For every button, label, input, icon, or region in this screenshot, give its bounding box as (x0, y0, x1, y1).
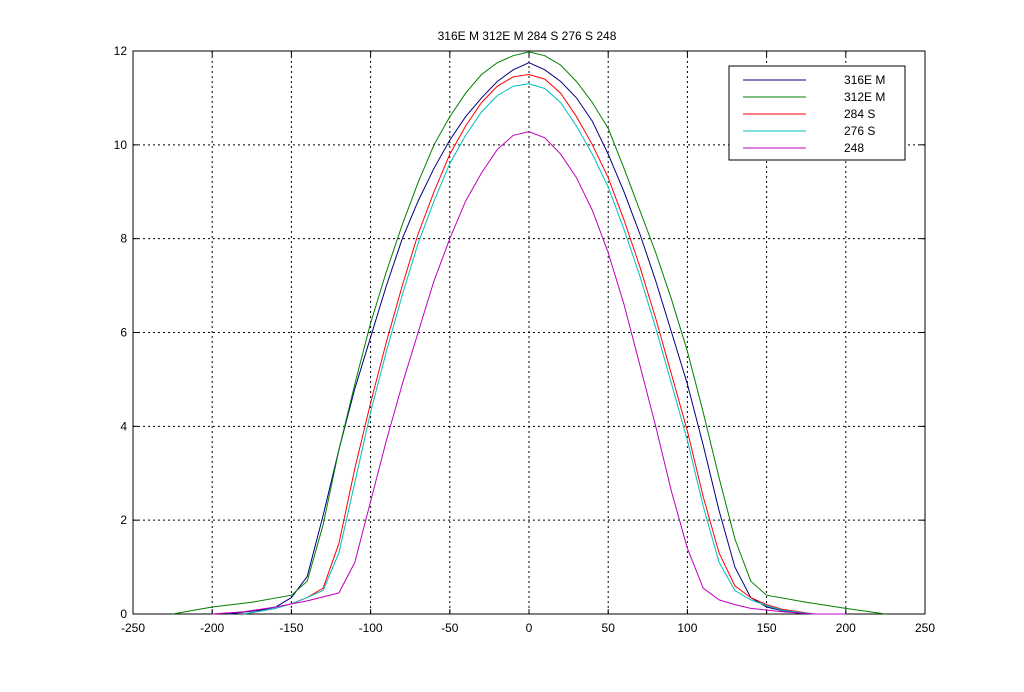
series-lines (172, 51, 886, 615)
x-tick-label: -250 (121, 621, 145, 635)
grid-lines (133, 51, 925, 614)
x-tick-label: -100 (359, 621, 383, 635)
series-line-276-s (243, 83, 815, 615)
legend-label: 276 S (844, 124, 875, 138)
y-tick-label: 6 (120, 326, 127, 340)
series-line-284-s (243, 73, 815, 615)
y-tick-label: 12 (114, 44, 128, 58)
legend-label: 284 S (844, 107, 875, 121)
series-line-248 (212, 131, 846, 615)
x-tick-label: -200 (200, 621, 224, 635)
legend-box (728, 65, 906, 161)
y-tick-label: 10 (114, 138, 128, 152)
x-tick-label: 0 (526, 621, 533, 635)
legend-label: 316E M (844, 73, 885, 87)
series-line-312e-m (172, 51, 886, 615)
x-tick-label: 150 (757, 621, 777, 635)
x-tick-label: 250 (915, 621, 935, 635)
legend-label: 312E M (844, 90, 885, 104)
legend: 316E M 312E M 284 S 276 S 248 (728, 65, 906, 161)
x-tick-label: 100 (677, 621, 697, 635)
x-tick-label: 50 (602, 621, 616, 635)
x-tick-label: -50 (441, 621, 459, 635)
axis-ticks: -250 -200 -150 -100 -50 0 50 100 150 200 250 0 2 4 6 8 1… (114, 44, 936, 635)
x-tick-label: 200 (836, 621, 856, 635)
y-tick-label: 4 (120, 419, 127, 433)
y-tick-label: 0 (120, 607, 127, 621)
x-tick-label: -150 (279, 621, 303, 635)
y-tick-label: 2 (120, 513, 127, 527)
legend-label: 248 (844, 141, 864, 155)
chart-title: 316E M 312E M 284 S 276 S 248 (438, 29, 617, 43)
y-tick-label: 8 (120, 232, 127, 246)
